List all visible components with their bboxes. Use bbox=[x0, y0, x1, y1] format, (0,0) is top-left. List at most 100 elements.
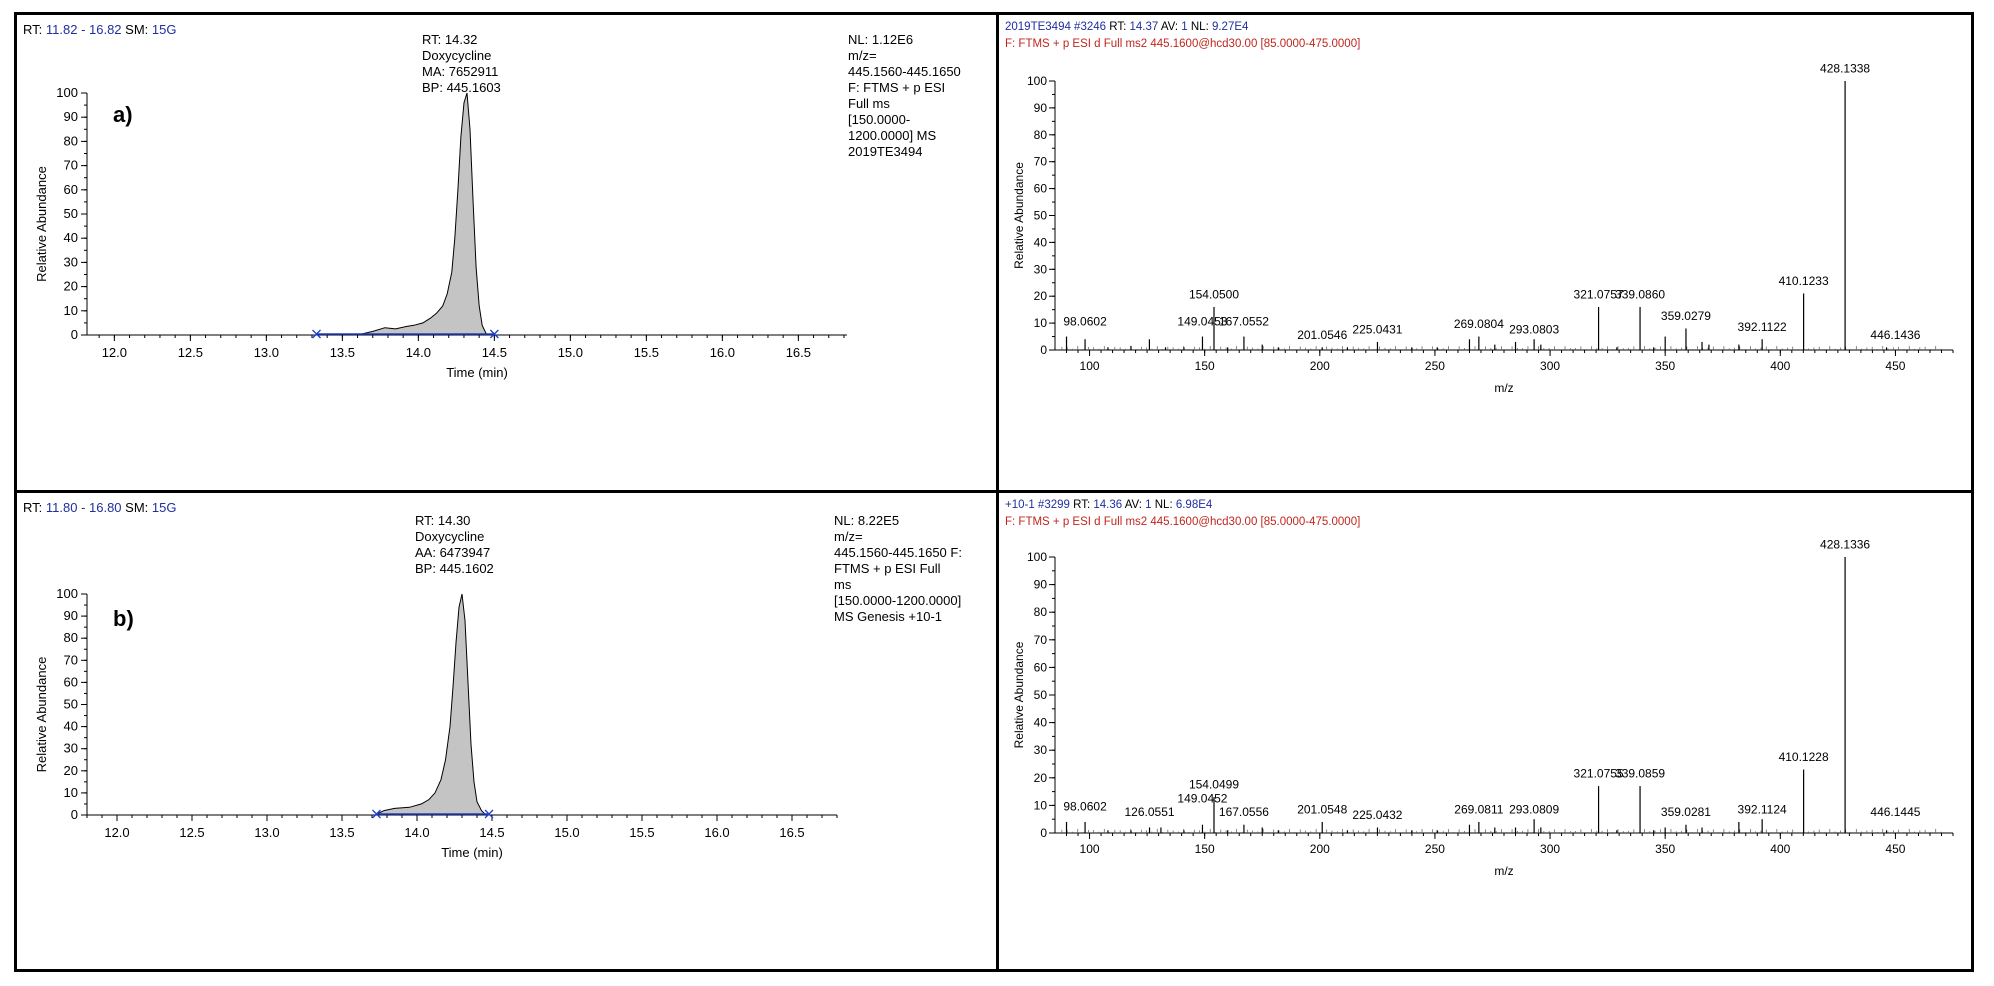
info-line: MS Genesis +10-1 bbox=[834, 609, 942, 624]
y-tick-label: 10 bbox=[64, 303, 78, 318]
baseline-marker bbox=[484, 809, 494, 819]
peak-annotation-line: Doxycycline bbox=[422, 48, 491, 63]
y-tick-label: 0 bbox=[1040, 343, 1047, 357]
y-tick-label: 0 bbox=[71, 807, 78, 822]
y-tick-label: 10 bbox=[1034, 316, 1048, 330]
chart-header: RT: 11.80 - 16.80 SM: 15G bbox=[23, 500, 176, 515]
x-tick-label: 400 bbox=[1770, 359, 1790, 373]
y-tick-label: 30 bbox=[64, 254, 78, 269]
info-line: Full ms bbox=[848, 96, 890, 111]
y-tick-label: 0 bbox=[71, 327, 78, 342]
y-tick-label: 50 bbox=[64, 206, 78, 221]
ms-spectrum-panel-b: +10-1 #3299 RT: 14.36 AV: 1 NL: 6.98E4 F:… bbox=[999, 493, 1971, 969]
peak-label: 154.0500 bbox=[1189, 288, 1239, 302]
y-tick-label: 50 bbox=[1034, 209, 1048, 223]
y-tick-label: 40 bbox=[64, 719, 78, 734]
x-tick-label: 150 bbox=[1195, 842, 1215, 856]
peak-label: 98.0602 bbox=[1063, 800, 1107, 814]
peak-label: 410.1233 bbox=[1779, 274, 1829, 288]
info-line: ms bbox=[834, 577, 852, 592]
chromatogram-panel-b: RT: 11.80 - 16.80 SM: 15G RT: 14.30 Doxycy… bbox=[17, 493, 996, 969]
x-tick-label: 100 bbox=[1080, 359, 1100, 373]
spectrum-header: +10-1 #3299 RT: 14.36 AV: 1 NL: 6.98E4 bbox=[1005, 499, 1213, 511]
y-axis-label: Relative Abundance bbox=[1012, 162, 1026, 269]
y-tick-label: 100 bbox=[56, 85, 78, 100]
y-axis-label: Relative Abundance bbox=[34, 166, 49, 282]
peak-annotation-line: AA: 6473947 bbox=[415, 545, 490, 560]
chart-header: RT: 11.82 - 16.82 SM: 15G bbox=[23, 22, 176, 37]
x-tick-label: 16.5 bbox=[779, 825, 804, 840]
x-tick-label: 14.0 bbox=[406, 345, 431, 360]
y-tick-label: 80 bbox=[1034, 128, 1048, 142]
x-axis-label: m/z bbox=[1494, 381, 1513, 395]
x-tick-label: 100 bbox=[1080, 842, 1100, 856]
scan-filter: F: FTMS + p ESI d Full ms2 445.1600@hcd3… bbox=[1005, 516, 1360, 528]
spectrum-header: 2019TE3494 #3246 RT: 14.37 AV: 1 NL: 9.2… bbox=[1005, 21, 1249, 33]
y-tick-label: 70 bbox=[64, 652, 78, 667]
peak-annotation-line: MA: 7652911 bbox=[422, 64, 498, 79]
x-tick-label: 13.5 bbox=[330, 345, 355, 360]
y-tick-label: 100 bbox=[1027, 550, 1047, 564]
y-tick-label: 50 bbox=[64, 697, 78, 712]
peak-label: 339.0860 bbox=[1615, 288, 1665, 302]
peak-label: 126.0551 bbox=[1125, 805, 1175, 819]
peak-label: 392.1122 bbox=[1738, 320, 1787, 334]
x-tick-label: 300 bbox=[1540, 842, 1560, 856]
x-tick-label: 350 bbox=[1655, 359, 1675, 373]
peak-label: 149.0453 bbox=[1177, 314, 1227, 328]
peak-label: 321.0757 bbox=[1574, 288, 1624, 302]
x-tick-label: 15.0 bbox=[558, 345, 583, 360]
y-tick-label: 30 bbox=[1034, 262, 1048, 276]
info-line: 445.1560-445.1650 bbox=[848, 64, 961, 79]
x-tick-label: 200 bbox=[1310, 359, 1330, 373]
peak-area bbox=[374, 593, 488, 816]
peak-annotation-line: RT: 14.30 bbox=[415, 513, 470, 528]
baseline-marker bbox=[312, 329, 321, 339]
y-tick-label: 40 bbox=[64, 230, 78, 245]
x-tick-label: 350 bbox=[1655, 842, 1675, 856]
ms-spectrum-b-svg: +10-1 #3299 RT: 14.36 AV: 1 NL: 6.98E4 F:… bbox=[1005, 499, 1954, 878]
y-tick-label: 90 bbox=[64, 109, 78, 124]
peak-label: 446.1436 bbox=[1870, 328, 1920, 342]
peak-annotation-line: BP: 445.1602 bbox=[415, 561, 494, 576]
chromatogram-a-svg: RT: 11.82 - 16.82 SM: 15G RT: 14.32Doxycy… bbox=[23, 22, 961, 380]
info-line: NL: 8.22E5 bbox=[834, 513, 899, 528]
x-tick-label: 15.0 bbox=[554, 825, 579, 840]
chromatogram-b-svg: RT: 11.80 - 16.80 SM: 15G RT: 14.30Doxycy… bbox=[23, 500, 962, 860]
y-tick-label: 80 bbox=[1034, 605, 1048, 619]
y-tick-label: 30 bbox=[1034, 743, 1048, 757]
x-tick-label: 12.5 bbox=[178, 345, 203, 360]
peak-label: 201.0546 bbox=[1297, 328, 1347, 342]
x-tick-label: 14.0 bbox=[404, 825, 429, 840]
y-tick-label: 20 bbox=[1034, 771, 1048, 785]
peak-label: 293.0803 bbox=[1509, 323, 1559, 337]
x-tick-label: 15.5 bbox=[634, 345, 659, 360]
peak-label: 321.0755 bbox=[1574, 767, 1624, 781]
y-tick-label: 70 bbox=[1034, 633, 1048, 647]
info-line: 2019TE3494 bbox=[848, 144, 922, 159]
ms-spectrum-panel-a: 2019TE3494 #3246 RT: 14.37 AV: 1 NL: 9.2… bbox=[999, 15, 1971, 490]
panel-label: b) bbox=[113, 606, 134, 631]
x-tick-label: 250 bbox=[1425, 359, 1445, 373]
x-tick-label: 15.5 bbox=[629, 825, 654, 840]
peak-annotation-line: BP: 445.1603 bbox=[422, 80, 501, 95]
peak-label: 428.1336 bbox=[1820, 537, 1870, 551]
x-axis-label: Time (min) bbox=[446, 365, 508, 380]
y-tick-label: 90 bbox=[64, 608, 78, 623]
y-tick-label: 20 bbox=[64, 763, 78, 778]
x-tick-label: 200 bbox=[1310, 842, 1330, 856]
info-line: 445.1560-445.1650 F: bbox=[834, 545, 962, 560]
info-line: F: FTMS + p ESI bbox=[848, 80, 945, 95]
y-tick-label: 0 bbox=[1040, 826, 1047, 840]
y-tick-label: 50 bbox=[1034, 688, 1048, 702]
x-tick-label: 16.0 bbox=[710, 345, 735, 360]
peak-label: 149.0452 bbox=[1177, 791, 1227, 805]
y-tick-label: 60 bbox=[64, 182, 78, 197]
peak-label: 428.1338 bbox=[1820, 62, 1870, 76]
peak-label: 269.0804 bbox=[1454, 317, 1504, 331]
x-tick-label: 13.0 bbox=[254, 345, 279, 360]
ms-spectrum-a-svg: 2019TE3494 #3246 RT: 14.37 AV: 1 NL: 9.2… bbox=[1005, 21, 1954, 395]
x-tick-label: 12.0 bbox=[104, 825, 129, 840]
y-tick-label: 70 bbox=[64, 158, 78, 173]
y-tick-label: 80 bbox=[64, 630, 78, 645]
